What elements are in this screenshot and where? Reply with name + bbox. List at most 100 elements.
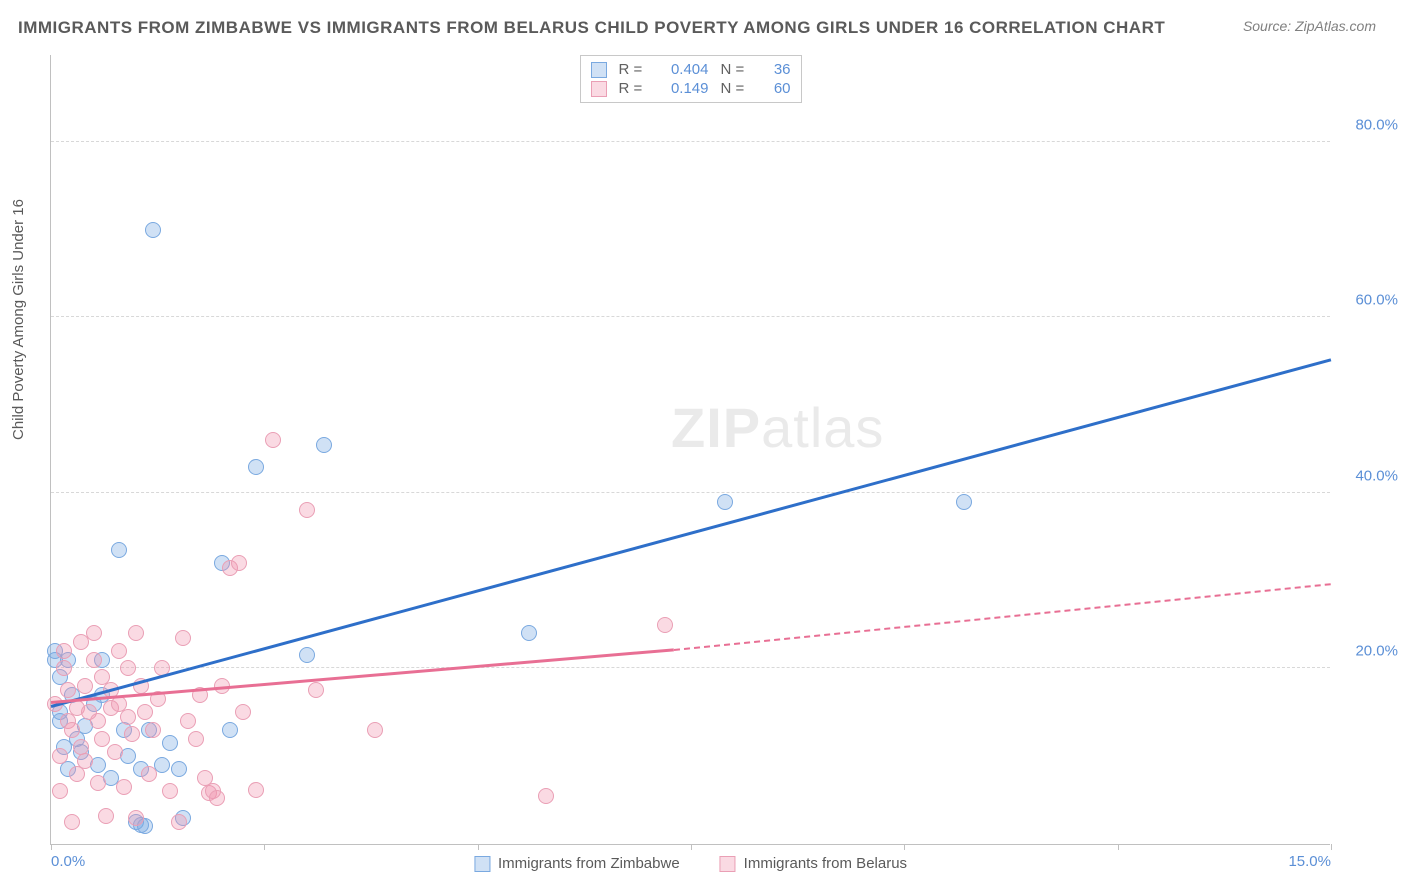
stat-n-value: 60 bbox=[761, 80, 791, 97]
gridline bbox=[51, 316, 1330, 317]
stat-r-value: 0.149 bbox=[659, 80, 709, 97]
trend-line bbox=[674, 583, 1331, 651]
data-point bbox=[128, 810, 144, 826]
stats-legend: R = 0.404 N = 36 R = 0.149 N = 60 bbox=[580, 55, 802, 103]
y-tick-label: 20.0% bbox=[1355, 643, 1398, 660]
source-attribution: Source: ZipAtlas.com bbox=[1243, 18, 1376, 34]
data-point bbox=[111, 643, 127, 659]
stat-n-label: N = bbox=[721, 80, 749, 97]
data-point bbox=[265, 432, 281, 448]
data-point bbox=[116, 779, 132, 795]
data-point bbox=[956, 494, 972, 510]
data-point bbox=[248, 459, 264, 475]
legend-label: Immigrants from Zimbabwe bbox=[498, 855, 680, 872]
data-point bbox=[86, 625, 102, 641]
legend-item: Immigrants from Zimbabwe bbox=[474, 855, 680, 872]
data-point bbox=[171, 761, 187, 777]
data-point bbox=[235, 704, 251, 720]
stat-r-label: R = bbox=[619, 80, 647, 97]
data-point bbox=[52, 783, 68, 799]
series-legend: Immigrants from Zimbabwe Immigrants from … bbox=[474, 855, 907, 872]
y-tick-label: 80.0% bbox=[1355, 116, 1398, 133]
watermark: ZIPatlas bbox=[671, 395, 884, 460]
data-point bbox=[90, 775, 106, 791]
gridline bbox=[51, 492, 1330, 493]
data-point bbox=[316, 437, 332, 453]
watermark-rest: atlas bbox=[761, 396, 884, 459]
x-tick bbox=[1118, 844, 1119, 850]
source-label: Source: bbox=[1243, 18, 1291, 34]
data-point bbox=[521, 625, 537, 641]
data-point bbox=[145, 222, 161, 238]
data-point bbox=[162, 735, 178, 751]
plot-area: ZIPatlas R =0.404N =36R =0.149N =60 Immi… bbox=[50, 55, 1330, 845]
data-point bbox=[120, 660, 136, 676]
x-tick bbox=[264, 844, 265, 850]
data-point bbox=[90, 713, 106, 729]
data-point bbox=[120, 709, 136, 725]
data-point bbox=[248, 782, 264, 798]
data-point bbox=[188, 731, 204, 747]
data-point bbox=[367, 722, 383, 738]
x-tick bbox=[51, 844, 52, 850]
stat-n-value: 36 bbox=[761, 61, 791, 78]
legend-item: Immigrants from Belarus bbox=[720, 855, 907, 872]
legend-swatch bbox=[591, 81, 607, 97]
data-point bbox=[64, 814, 80, 830]
data-point bbox=[657, 617, 673, 633]
data-point bbox=[171, 814, 187, 830]
data-point bbox=[94, 731, 110, 747]
x-tick-label: 15.0% bbox=[1288, 853, 1331, 870]
data-point bbox=[107, 744, 123, 760]
data-point bbox=[56, 643, 72, 659]
data-point bbox=[145, 722, 161, 738]
y-axis-label: Child Poverty Among Girls Under 16 bbox=[10, 199, 27, 440]
x-tick bbox=[1331, 844, 1332, 850]
data-point bbox=[162, 783, 178, 799]
data-point bbox=[231, 555, 247, 571]
data-point bbox=[64, 722, 80, 738]
data-point bbox=[124, 726, 140, 742]
stat-r-value: 0.404 bbox=[659, 61, 709, 78]
trend-line bbox=[51, 648, 674, 703]
data-point bbox=[86, 652, 102, 668]
legend-swatch bbox=[591, 62, 607, 78]
data-point bbox=[538, 788, 554, 804]
data-point bbox=[299, 502, 315, 518]
y-tick-label: 40.0% bbox=[1355, 467, 1398, 484]
data-point bbox=[209, 790, 225, 806]
x-tick bbox=[904, 844, 905, 850]
data-point bbox=[111, 542, 127, 558]
x-tick bbox=[478, 844, 479, 850]
data-point bbox=[128, 625, 144, 641]
data-point bbox=[77, 678, 93, 694]
legend-swatch bbox=[720, 856, 736, 872]
x-tick-label: 0.0% bbox=[51, 853, 85, 870]
watermark-zip: ZIP bbox=[671, 396, 761, 459]
data-point bbox=[52, 748, 68, 764]
data-point bbox=[180, 713, 196, 729]
data-point bbox=[222, 722, 238, 738]
y-tick-label: 60.0% bbox=[1355, 292, 1398, 309]
gridline bbox=[51, 141, 1330, 142]
legend-label: Immigrants from Belarus bbox=[744, 855, 907, 872]
data-point bbox=[175, 630, 191, 646]
trend-line bbox=[51, 359, 1332, 708]
stats-legend-row: R = 0.149 N = 60 bbox=[591, 79, 791, 98]
data-point bbox=[717, 494, 733, 510]
source-value: ZipAtlas.com bbox=[1295, 18, 1376, 34]
data-point bbox=[308, 682, 324, 698]
data-point bbox=[60, 682, 76, 698]
chart-title: IMMIGRANTS FROM ZIMBABWE VS IMMIGRANTS F… bbox=[18, 18, 1165, 38]
stats-legend-row: R = 0.404 N = 36 bbox=[591, 60, 791, 79]
stat-r-label: R = bbox=[619, 61, 647, 78]
data-point bbox=[98, 808, 114, 824]
stat-n-label: N = bbox=[721, 61, 749, 78]
data-point bbox=[56, 660, 72, 676]
data-point bbox=[77, 753, 93, 769]
legend-swatch bbox=[474, 856, 490, 872]
data-point bbox=[299, 647, 315, 663]
x-tick bbox=[691, 844, 692, 850]
data-point bbox=[141, 766, 157, 782]
gridline bbox=[51, 667, 1330, 668]
